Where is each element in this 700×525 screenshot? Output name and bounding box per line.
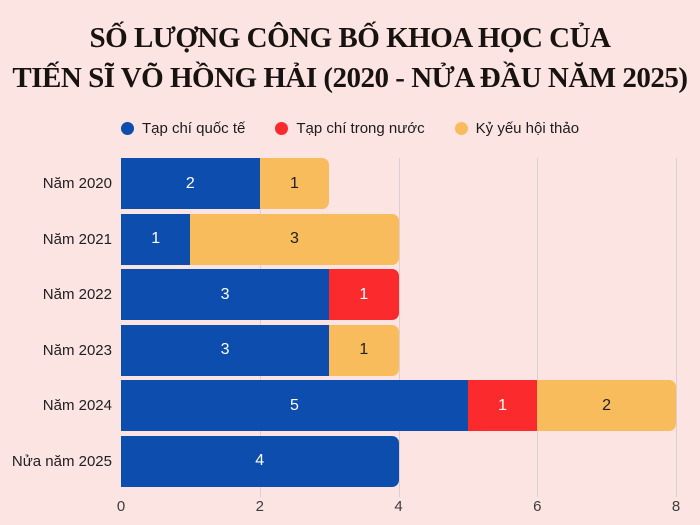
- gridline: [537, 158, 539, 497]
- y-axis-category-label: Năm 2024: [42, 397, 112, 414]
- legend-item: Kỷ yếu hội thảo: [454, 120, 580, 137]
- bar-value-label: 1: [359, 341, 369, 358]
- legend: Tạp chí quốc tế Tạp chí trong nước Kỷ yếu …: [0, 120, 700, 137]
- bar-value-label: 2: [185, 174, 195, 192]
- legend-label: Tạp chí quốc tế: [141, 120, 246, 137]
- gridline: [398, 158, 400, 497]
- bar-segment: 1: [467, 380, 538, 431]
- chart-title: SỐ LƯỢNG CÔNG BỐ KHOA HỌC CỦA TIẾN SĨ VÕ…: [0, 18, 700, 98]
- bar-value-label: 1: [289, 174, 299, 192]
- bar-value-label: 4: [255, 452, 265, 469]
- y-axis-category-label: Năm 2023: [42, 341, 112, 359]
- y-axis-category-label: Năm 2021: [42, 230, 112, 248]
- bar-segment: 2: [121, 158, 260, 209]
- bar-value-label: 3: [220, 285, 230, 303]
- bar-value-label: 5: [289, 396, 299, 414]
- chart-title-line2: TIẾN SĨ VÕ HỒNG HẢI (2020 - NỬA ĐẦU NĂM …: [12, 62, 688, 94]
- x-axis-tick-label: 2: [255, 498, 264, 515]
- bar-value-label: 3: [289, 230, 299, 247]
- bar-value-label: 3: [220, 341, 230, 358]
- legend-dot-icon: [275, 122, 289, 135]
- bar-value-label: 1: [359, 285, 369, 303]
- bar-value-label: 2: [602, 396, 612, 414]
- gridline: [676, 158, 677, 497]
- bar-segment: 3: [121, 269, 330, 320]
- x-axis-tick-label: 8: [671, 498, 681, 515]
- bar-segment: 4: [121, 435, 399, 487]
- legend-label: Tạp chí trong nước: [296, 120, 425, 137]
- x-axis-tick-label: 6: [533, 498, 542, 515]
- bar-segment: 1: [329, 324, 399, 376]
- x-axis-tick-label: 0: [116, 498, 126, 515]
- legend-label: Kỷ yếu hội thảo: [475, 120, 580, 137]
- legend-dot-icon: [454, 122, 468, 135]
- bar-segment: 5: [121, 380, 468, 431]
- y-axis-category-label: Năm 2022: [42, 286, 112, 303]
- bar-row: 4: [121, 435, 676, 487]
- bar-value-label: 1: [151, 230, 161, 247]
- bar-segment: 1: [259, 158, 330, 209]
- legend-item: Tạp chí quốc tế: [120, 120, 246, 137]
- bar-row: 5 1 2: [121, 380, 676, 431]
- y-axis-category-label: Nửa năm 2025: [11, 452, 112, 470]
- x-axis-tick-label: 4: [394, 498, 403, 515]
- y-axis-category-label: Năm 2020: [42, 175, 112, 192]
- legend-dot-icon: [120, 122, 134, 135]
- chart-title-line1: SỐ LƯỢNG CÔNG BỐ KHOA HỌC CỦA: [89, 22, 611, 54]
- legend-item: Tạp chí trong nước: [275, 120, 425, 137]
- bar-segment: 3: [121, 324, 330, 376]
- bar-segment: 3: [190, 213, 399, 265]
- bar-segment: 1: [121, 213, 191, 265]
- bar-segment: 2: [537, 380, 676, 431]
- bar-segment: 1: [329, 269, 399, 320]
- bar-value-label: 1: [498, 396, 508, 414]
